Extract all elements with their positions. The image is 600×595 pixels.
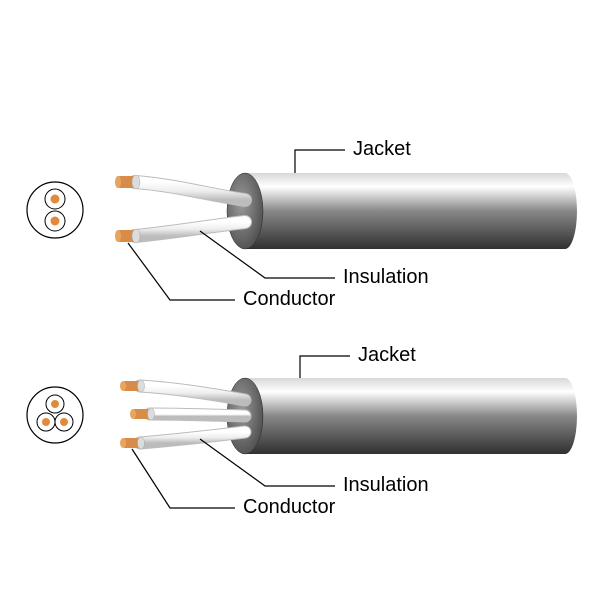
cross-section-two-core: [27, 182, 83, 238]
jacket-three-core: [227, 378, 577, 454]
wires-three-core: [120, 380, 245, 449]
cable-three-core: [27, 356, 577, 508]
label-insulation-bottom: Insulation: [343, 474, 429, 497]
label-jacket-top: Jacket: [353, 138, 411, 161]
wires-two-core: [115, 175, 245, 243]
cable-two-core: [27, 150, 577, 300]
cross-section-three-core: [27, 387, 83, 443]
label-jacket-bottom: Jacket: [358, 344, 416, 367]
label-conductor-bottom: Conductor: [243, 496, 335, 519]
jacket-two-core: [227, 173, 577, 249]
label-conductor-top: Conductor: [243, 288, 335, 311]
label-insulation-top: Insulation: [343, 266, 429, 289]
